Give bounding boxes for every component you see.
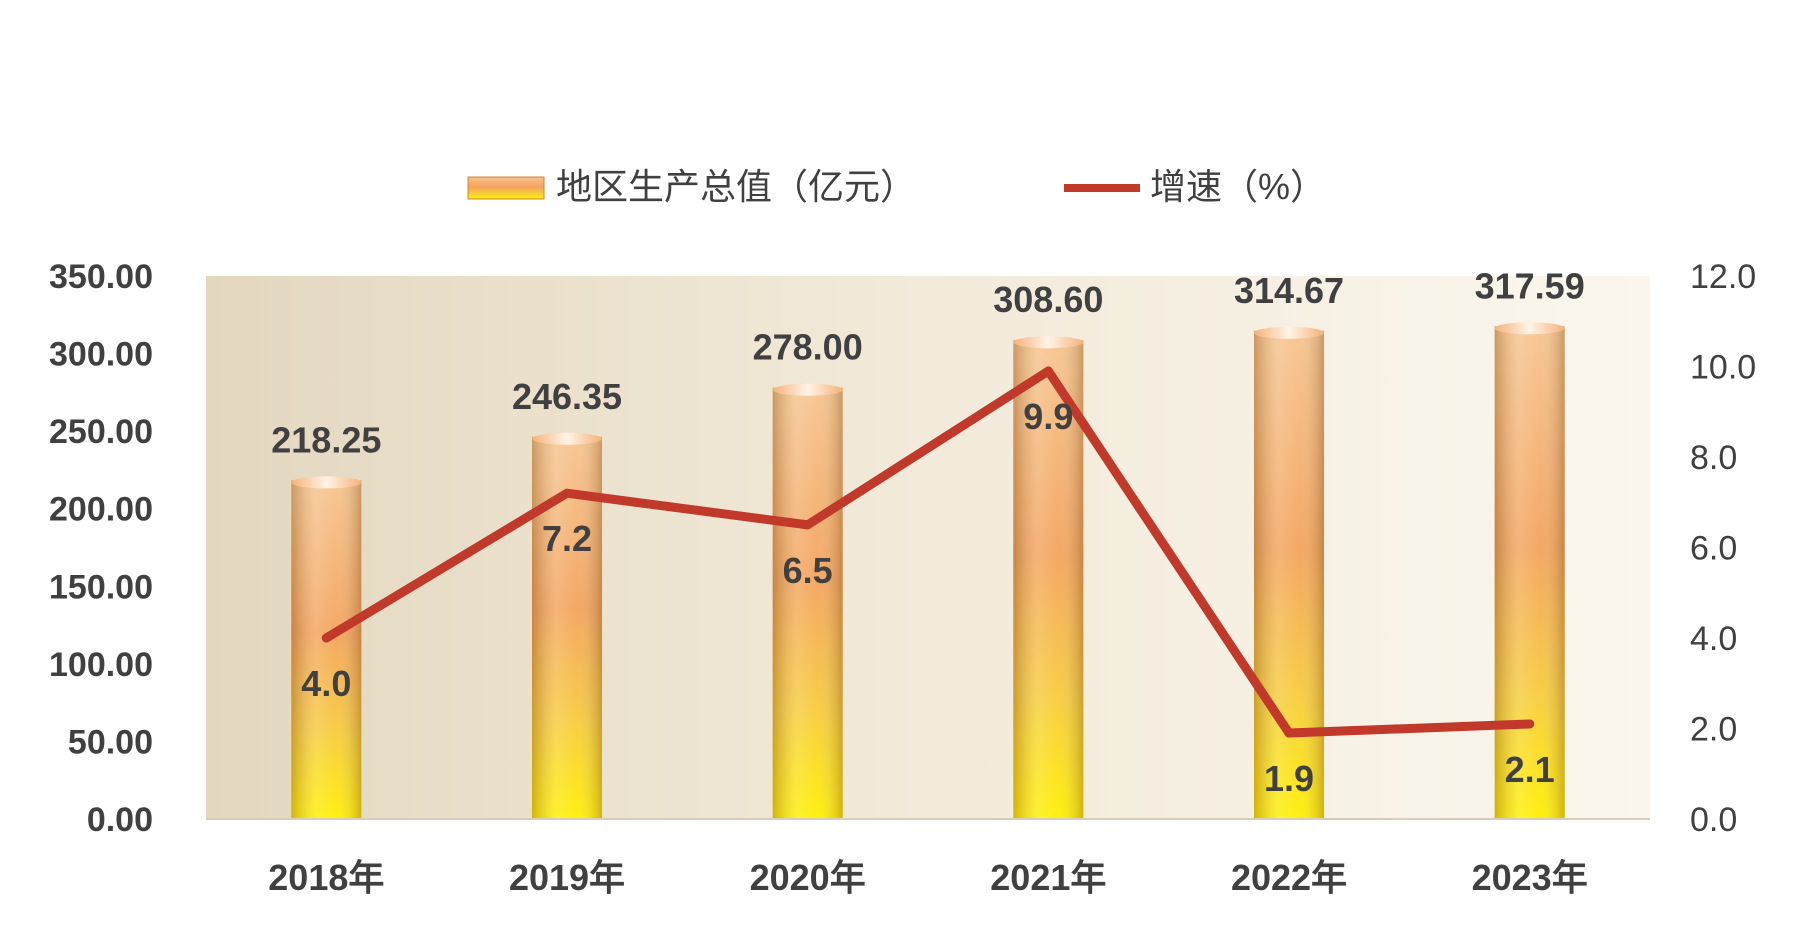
x-axis-tick-label: 2019年 (509, 857, 625, 898)
bar-value-label: 317.59 (1475, 265, 1585, 306)
plot-background (206, 276, 1650, 819)
bar-shade (1494, 326, 1565, 819)
growth-value-label: 2.1 (1505, 749, 1555, 790)
bar-cap (532, 432, 602, 445)
x-axis-tick-label: 2018年 (268, 857, 384, 898)
bar-series: 218.25 246.35 278.00 308.60 314.67 317.59 (271, 265, 1585, 819)
growth-line (321, 366, 1535, 738)
legend-line-label: 增速（%） (1150, 166, 1326, 207)
x-axis-tick-label: 2022年 (1231, 857, 1347, 898)
bar-cap (772, 383, 843, 396)
right-axis-tick-label: 4.0 (1690, 620, 1737, 658)
x-axis: 2018年 2019年 2020年 2021年 2022年 2023年 (206, 818, 1650, 898)
right-axis-tick-label: 0.0 (1690, 801, 1737, 839)
right-axis-tick-label: 2.0 (1690, 711, 1737, 749)
bar-value-label: 218.25 (271, 419, 381, 460)
line-series: 4.0 7.2 6.5 9.9 1.9 2.1 (301, 366, 1555, 799)
right-axis-tick-label: 10.0 (1690, 349, 1756, 387)
left-axis-tick-label: 0.00 (87, 801, 153, 839)
legend-bar-label: 地区生产总值（亿元） (556, 166, 916, 207)
growth-point (803, 520, 813, 530)
left-axis-tick-label: 350.00 (49, 258, 153, 296)
bar-value-label: 314.67 (1234, 270, 1344, 311)
bar-shade (772, 387, 843, 819)
bar (1254, 326, 1324, 819)
left-axis-tick-label: 50.00 (68, 723, 153, 761)
bar-value-label: 246.35 (512, 376, 622, 417)
growth-point (321, 633, 331, 643)
growth-value-label: 7.2 (542, 518, 592, 559)
left-axis-tick-label: 300.00 (49, 336, 153, 374)
left-axis-tick-label: 100.00 (49, 646, 153, 684)
bar (291, 476, 362, 819)
bar-shade (291, 480, 362, 819)
bar-shade (1254, 330, 1324, 819)
bar (1494, 322, 1565, 819)
bar-shade (1013, 340, 1084, 819)
growth-value-label: 1.9 (1264, 758, 1314, 799)
right-axis-tick-label: 12.0 (1690, 258, 1756, 296)
legend-bar-swatch (467, 176, 545, 200)
right-y-axis: 0.0 2.0 4.0 6.0 8.0 10.0 12.0 (1690, 258, 1756, 839)
bar-cap (291, 476, 362, 489)
bar (1013, 336, 1084, 819)
right-axis-tick-label: 6.0 (1690, 530, 1737, 568)
growth-value-label: 6.5 (783, 550, 833, 591)
growth-point (1043, 366, 1053, 376)
x-axis-tick-label: 2021年 (990, 857, 1106, 898)
bar-cap (1494, 322, 1565, 335)
left-axis-tick-label: 250.00 (49, 413, 153, 451)
left-axis-tick-label: 150.00 (49, 568, 153, 606)
right-axis-tick-label: 8.0 (1690, 439, 1737, 477)
x-axis-tick-label: 2020年 (750, 857, 866, 898)
left-y-axis: 0.00 50.00 100.00 150.00 200.00 250.00 300.00 3… (49, 258, 153, 839)
growth-point (1284, 728, 1294, 738)
growth-value-label: 9.9 (1023, 396, 1073, 437)
left-axis-tick-label: 200.00 (49, 491, 153, 529)
bar-cap (1254, 326, 1324, 339)
legend: 地区生产总值（亿元） 增速（%） (467, 166, 1326, 207)
bar (772, 383, 843, 819)
bar-value-label: 278.00 (753, 327, 863, 368)
bar-cap (1013, 336, 1084, 349)
bar-value-label: 308.60 (993, 279, 1103, 320)
x-axis-tick-label: 2023年 (1472, 857, 1588, 898)
growth-point (562, 488, 572, 498)
growth-value-label: 4.0 (301, 663, 351, 704)
growth-point (1525, 719, 1535, 729)
